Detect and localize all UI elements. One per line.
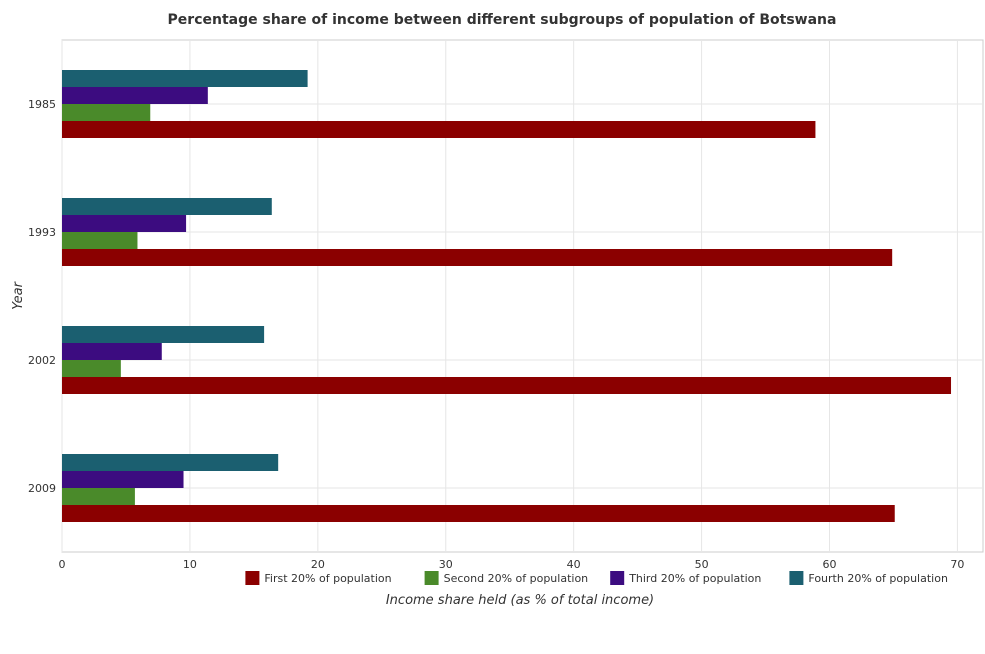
legend-swatch (789, 571, 804, 585)
legend-label: First 20% of population (264, 572, 391, 585)
bar (62, 198, 272, 215)
bar (62, 326, 265, 343)
plot-area: 0 10 20 30 40 50 60 70 1985 1993 2002 2009 (28, 39, 984, 571)
y-tick-label: 1993 (28, 226, 56, 239)
y-tick-label: 1985 (28, 98, 56, 111)
bar (62, 377, 952, 394)
y-tick-label: 2002 (28, 354, 56, 367)
bar (62, 454, 279, 471)
plot-frame (61, 39, 984, 553)
x-tick-label: 60 (823, 558, 837, 571)
bar (62, 70, 308, 87)
x-tick-label: 20 (311, 558, 325, 571)
x-axis-label: Income share held (as % of total income) (386, 593, 654, 608)
bar (62, 249, 893, 266)
bar (62, 215, 187, 232)
bar (62, 87, 208, 104)
x-tick-label: 40 (567, 558, 581, 571)
bar (62, 488, 135, 505)
bar (62, 471, 184, 488)
y-tick-label: 2009 (28, 482, 56, 495)
chart-title: Percentage share of income between diffe… (168, 12, 837, 28)
bar (62, 104, 151, 121)
bar (62, 343, 162, 360)
legend: First 20% of population Second 20% of pop… (245, 571, 948, 585)
x-tick-label: 70 (950, 558, 964, 571)
legend-label: Second 20% of population (444, 572, 589, 585)
legend-label: Third 20% of population (628, 572, 761, 585)
x-tick-label: 10 (183, 558, 197, 571)
y-axis-label: Year (11, 280, 26, 309)
x-tick-label: 0 (59, 558, 66, 571)
bar (62, 121, 816, 138)
x-tick-label: 50 (695, 558, 709, 571)
legend-swatch (424, 571, 439, 585)
legend-label: Fourth 20% of population (808, 572, 948, 585)
bar (62, 505, 895, 522)
x-tick-label: 30 (439, 558, 453, 571)
legend-swatch (245, 571, 260, 585)
bar (62, 360, 121, 377)
legend-swatch (610, 571, 625, 585)
bar (62, 232, 138, 249)
